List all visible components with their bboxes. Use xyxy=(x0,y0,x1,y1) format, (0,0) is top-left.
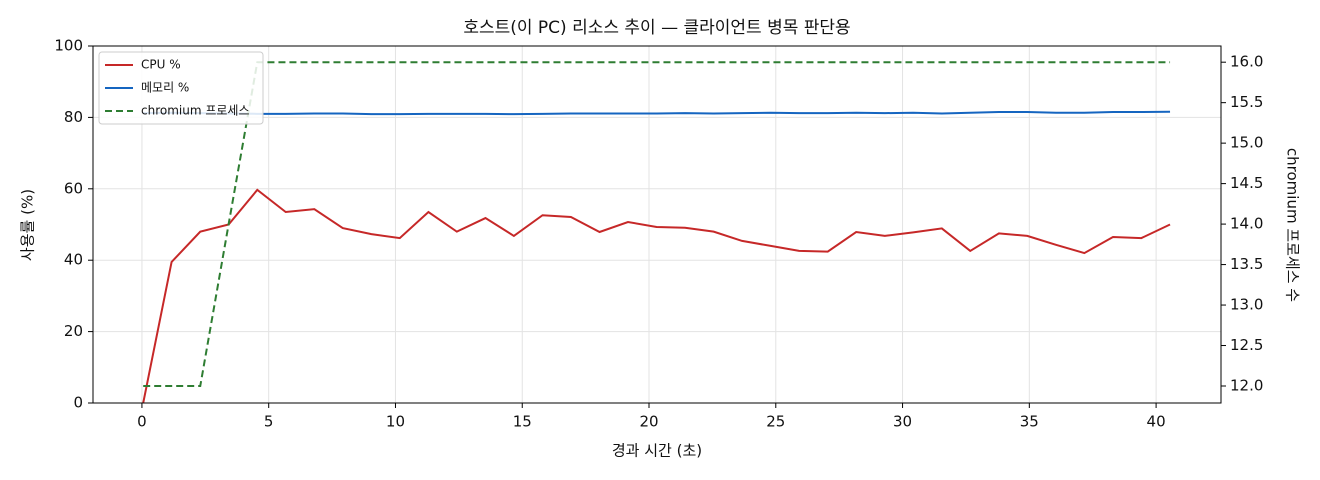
y-tick-label: 40 xyxy=(64,251,83,269)
y-tick-label: 60 xyxy=(64,179,83,197)
legend-label: chromium 프로세스 xyxy=(141,104,250,118)
y2-tick-label: 12.5 xyxy=(1230,336,1263,354)
y-tick-label: 20 xyxy=(64,322,83,340)
y2-tick-label: 14.0 xyxy=(1230,215,1263,233)
x-tick-label: 0 xyxy=(137,413,147,431)
y-axis-label: 사용률 (%) xyxy=(19,189,37,261)
series-line xyxy=(143,61,1171,387)
x-tick-label: 40 xyxy=(1147,413,1166,431)
series-line xyxy=(142,188,1171,404)
y2-tick-label: 16.0 xyxy=(1230,53,1263,71)
y2-axis-label: chromium 프로세스 수 xyxy=(1284,148,1302,302)
y2-tick-label: 13.5 xyxy=(1230,255,1263,273)
x-tick-label: 25 xyxy=(766,413,785,431)
x-tick-label: 5 xyxy=(264,413,274,431)
y2-tick-label: 12.0 xyxy=(1230,377,1263,395)
x-tick-label: 10 xyxy=(386,413,405,431)
y-tick-label: 80 xyxy=(64,108,83,126)
y2-tick-label: 13.0 xyxy=(1230,296,1263,314)
legend-box xyxy=(98,51,264,125)
plot-frame xyxy=(92,45,1222,404)
chart-title: 호스트(이 PC) 리소스 추이 — 클라이언트 병목 판단용 xyxy=(463,18,850,38)
series-line xyxy=(143,110,1171,116)
legend-label: CPU % xyxy=(141,58,181,72)
y-tick-label: 100 xyxy=(54,37,83,55)
x-axis-label: 경과 시간 (초) xyxy=(612,442,702,460)
x-tick-label: 35 xyxy=(1020,413,1039,431)
y2-tick-label: 15.0 xyxy=(1230,134,1263,152)
x-tick-label: 30 xyxy=(893,413,912,431)
x-tick-label: 15 xyxy=(513,413,532,431)
legend-label: 메모리 % xyxy=(141,81,189,95)
x-tick-label: 20 xyxy=(639,413,658,431)
y2-tick-label: 15.5 xyxy=(1230,93,1263,111)
y2-tick-label: 14.5 xyxy=(1230,174,1263,192)
y-tick-label: 0 xyxy=(73,394,83,412)
